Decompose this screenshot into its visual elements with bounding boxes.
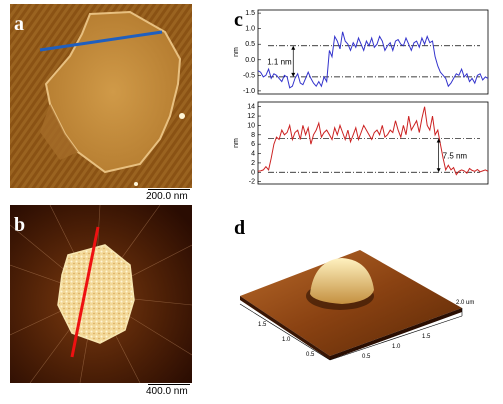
panel-label-b: b: [14, 214, 26, 236]
profile-top-ytick-label-5: -1.0: [243, 88, 255, 95]
profile-bottom-ytick-label-6: 2: [251, 160, 255, 167]
surface-axis-right-tick-1: 1.0: [392, 344, 401, 350]
scan-line-a: [39, 30, 163, 52]
height-profile-bottom: 14 12 10 8 6 4 2 0 -2 nm 7.5 nm: [233, 101, 489, 186]
scale-bar-a: [148, 189, 190, 190]
surface-z-label: 2.0 um: [456, 300, 474, 306]
afm-image-a: [10, 4, 192, 188]
profile-bottom-ytick-label-8: -2: [249, 179, 255, 186]
profile-bottom-ylabel: nm: [233, 138, 240, 148]
profile-bottom-series-line: [257, 106, 489, 176]
afm-image-b: [10, 205, 192, 383]
profile-bottom-ytick-label-4: 6: [251, 141, 255, 148]
profile-top-arrow-head-bottom: [291, 72, 296, 77]
surface-axis-left-tick-0: 1.5: [258, 322, 267, 328]
profile-top-ytick-label-1: 1.0: [245, 26, 255, 33]
panel-a-image: a: [10, 4, 192, 188]
scan-line-b: [70, 226, 100, 358]
profile-top-frame: [257, 9, 489, 95]
scale-bar-label-a: 200.0 nm: [146, 191, 188, 202]
profile-bottom-frame: [257, 101, 489, 185]
surface-axis-left-tick-1: 1.0: [282, 337, 291, 343]
profile-bottom-ytick-label-3: 8: [251, 132, 255, 139]
profile-bottom-arrow-head-top: [436, 138, 441, 143]
profile-bottom-ytick-label-2: 10: [247, 122, 255, 129]
profile-bottom-ytick-label-1: 12: [247, 113, 255, 120]
profile-top-annotation: 1.1 nm: [267, 57, 292, 66]
panel-label-c: c: [234, 9, 243, 31]
profile-bottom-annotation: 7.5 nm: [443, 151, 468, 160]
graphene-flake: [44, 10, 182, 174]
panel-label-d: d: [234, 217, 246, 239]
panel-label-a: a: [14, 13, 24, 35]
surface-axis-right-tick-0: 1.5: [422, 334, 431, 340]
profile-top-arrow-head-top: [291, 45, 296, 50]
profile-top-ylabel: nm: [233, 47, 240, 57]
surface-axis-left-tick-2: 0.5: [306, 352, 315, 358]
height-profile-top: 1.5 1.0 0.5 0.0 -0.5 -1.0 nm 1.1 nm: [233, 9, 489, 95]
profile-bottom-ytick-label-7: 0: [251, 169, 255, 176]
profile-top-ytick-label-2: 0.5: [245, 41, 255, 48]
surface-feature: [310, 258, 374, 304]
profile-bottom-ytick-label-5: 4: [251, 151, 255, 158]
profile-top-ytick-label-3: 0.0: [245, 57, 255, 64]
panel-b-image: b: [10, 205, 192, 383]
profile-bottom-ytick-label-0: 14: [247, 104, 255, 111]
scale-bar-label-b: 400.0 nm: [146, 386, 188, 397]
surface-3d-d: 1.5 1.0 0.5 1.5 1.0 0.5 2.0 um: [239, 250, 474, 361]
profile-top-ytick-label-0: 1.5: [245, 10, 255, 17]
profile-bottom-arrow-head-bottom: [436, 168, 441, 173]
scale-bar-b: [148, 384, 190, 385]
profile-top-ytick-label-4: -0.5: [243, 72, 255, 79]
surface-axis-right-tick-2: 0.5: [362, 354, 371, 360]
nanosheet-b: [57, 244, 135, 344]
profile-top-series-line: [257, 31, 489, 89]
